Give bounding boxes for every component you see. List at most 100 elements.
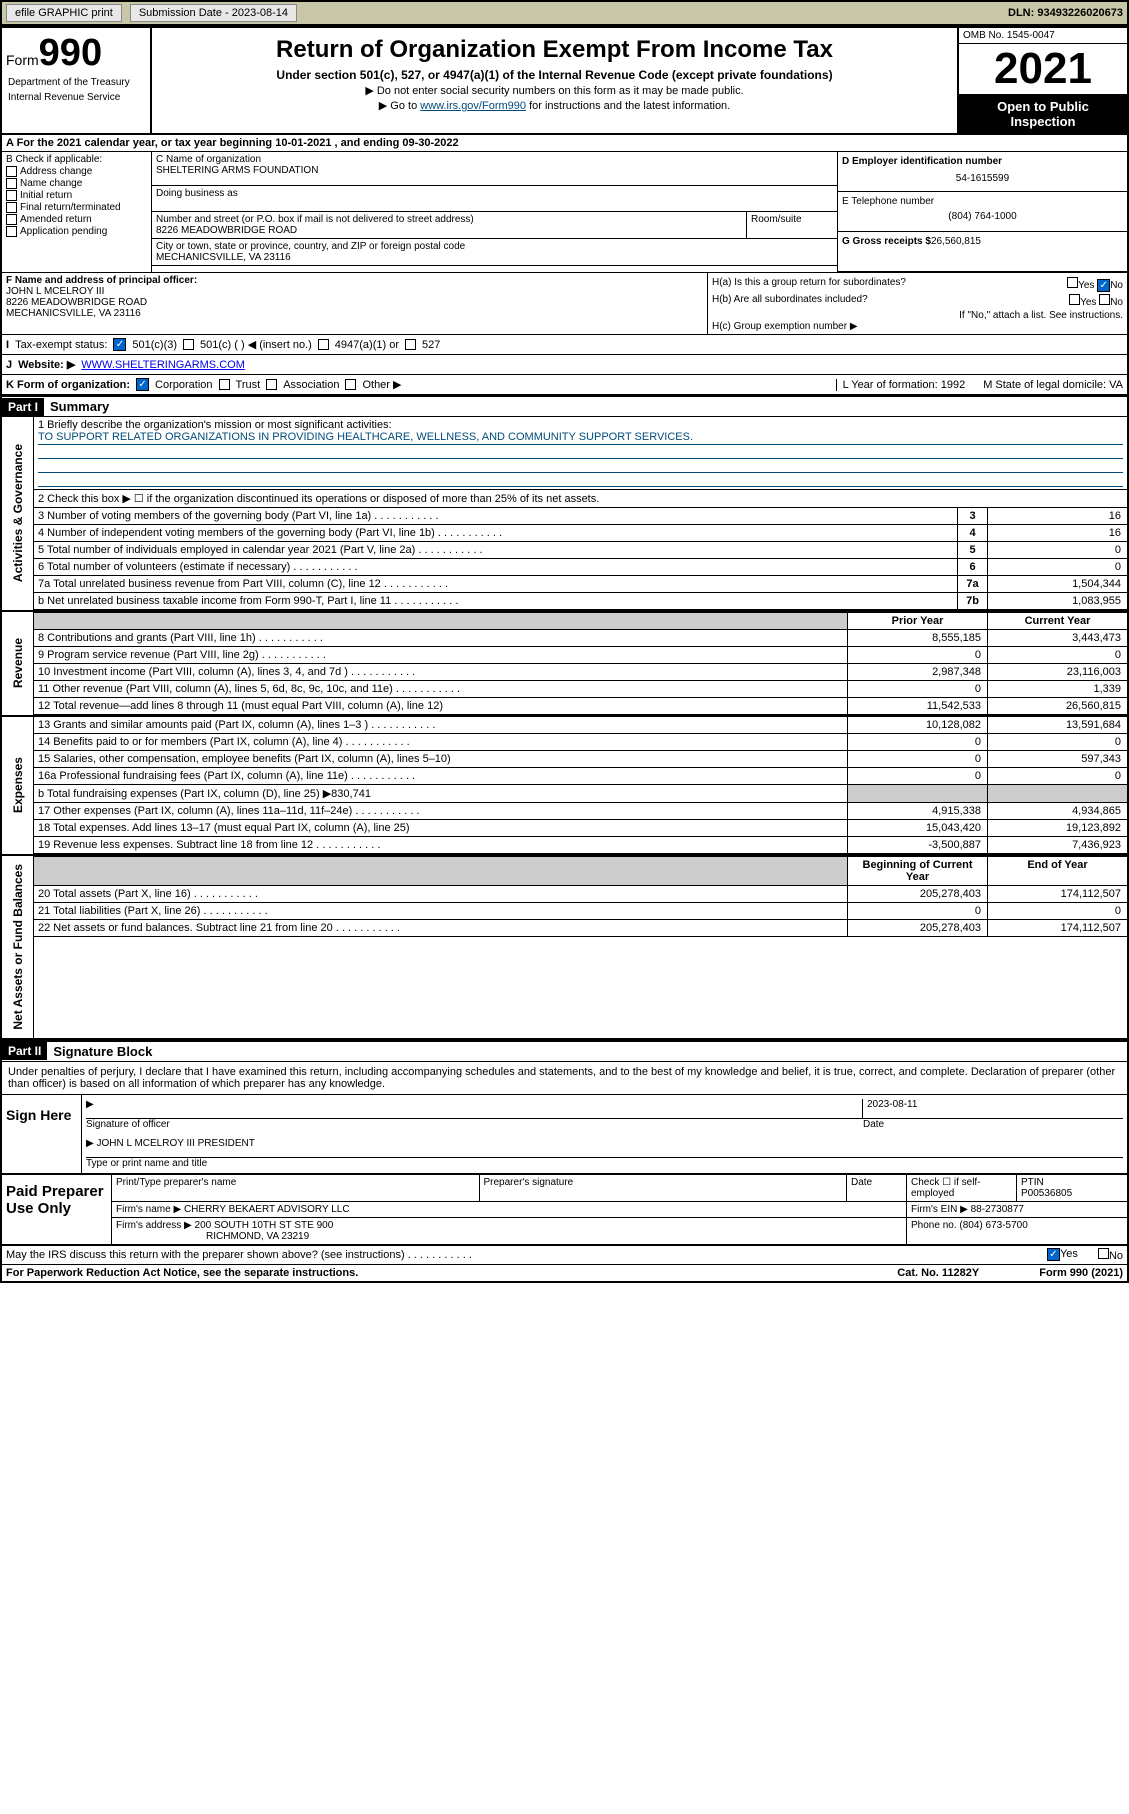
efile-print-button[interactable]: efile GRAPHIC print bbox=[6, 4, 122, 22]
website-link[interactable]: WWW.SHELTERINGARMS.COM bbox=[81, 359, 245, 371]
lbl-501c3: 501(c)(3) bbox=[132, 339, 177, 351]
note-link: ▶ Go to www.irs.gov/Form990 for instruct… bbox=[160, 99, 949, 112]
lbl-app: Application pending bbox=[20, 226, 107, 237]
mission-blank3 bbox=[38, 473, 1123, 487]
c18: 19,123,892 bbox=[987, 820, 1127, 836]
sig-name-line: ▶ JOHN L MCELROY III PRESIDENT bbox=[86, 1138, 1123, 1157]
chk-final[interactable] bbox=[6, 202, 17, 213]
chk-501c[interactable] bbox=[183, 339, 194, 350]
e20: 174,112,507 bbox=[987, 886, 1127, 902]
website-row: J Website: ▶ WWW.SHELTERINGARMS.COM bbox=[2, 355, 1127, 375]
mission-q: 1 Briefly describe the organization's mi… bbox=[38, 419, 1123, 431]
status-label: Tax-exempt status: bbox=[15, 339, 107, 351]
p8: 8,555,185 bbox=[847, 630, 987, 646]
p19: -3,500,887 bbox=[847, 837, 987, 853]
ha-yes[interactable] bbox=[1067, 277, 1078, 288]
p14: 0 bbox=[847, 734, 987, 750]
dept-label: Department of the Treasury bbox=[6, 75, 146, 90]
q8: 8 Contributions and grants (Part VIII, l… bbox=[34, 630, 847, 646]
hdr-end: End of Year bbox=[987, 857, 1127, 885]
j-label: J bbox=[6, 359, 12, 371]
k-label: K Form of organization: bbox=[6, 379, 130, 391]
chk-amend[interactable] bbox=[6, 214, 17, 225]
header-center: Return of Organization Exempt From Incom… bbox=[152, 28, 957, 133]
dln-label: DLN: 93493226020673 bbox=[1008, 7, 1123, 19]
hb-label: H(b) Are all subordinates included? bbox=[712, 294, 868, 308]
chk-trust[interactable] bbox=[219, 379, 230, 390]
prep-name-label: Print/Type preparer's name bbox=[112, 1175, 480, 1201]
e21: 0 bbox=[987, 903, 1127, 919]
firm-addr2: RICHMOND, VA 23219 bbox=[206, 1231, 309, 1242]
tel-box: E Telephone number (804) 764-1000 bbox=[838, 192, 1127, 232]
e22: 174,112,507 bbox=[987, 920, 1127, 936]
part2-hdr: Part II bbox=[2, 1042, 47, 1060]
vtab-gov-label: Activities & Governance bbox=[11, 436, 25, 590]
lbl-amend: Amended return bbox=[20, 214, 92, 225]
part1-title: Summary bbox=[44, 397, 115, 416]
v6: 0 bbox=[987, 559, 1127, 575]
hb-yes[interactable] bbox=[1069, 294, 1080, 305]
q16b: b Total fundraising expenses (Part IX, c… bbox=[34, 785, 847, 802]
org-name-box: C Name of organization SHELTERING ARMS F… bbox=[152, 152, 837, 186]
hb-yes-lbl: Yes bbox=[1080, 297, 1096, 308]
ein-value: 54-1615599 bbox=[842, 173, 1123, 184]
chk-501c3[interactable]: ✓ bbox=[113, 338, 126, 351]
street-label: Number and street (or P.O. box if mail i… bbox=[156, 214, 742, 225]
preparer-section: Paid Preparer Use Only Print/Type prepar… bbox=[2, 1173, 1127, 1246]
vtab-governance: Activities & Governance bbox=[2, 417, 34, 610]
chk-app[interactable] bbox=[6, 226, 17, 237]
ptin-value: P00536805 bbox=[1021, 1188, 1072, 1199]
discuss-yes[interactable]: ✓ bbox=[1047, 1248, 1060, 1261]
hb-no[interactable] bbox=[1099, 294, 1110, 305]
ha-no[interactable]: ✓ bbox=[1097, 279, 1110, 292]
chk-527[interactable] bbox=[405, 339, 416, 350]
sig-name: JOHN L MCELROY III PRESIDENT bbox=[96, 1138, 254, 1149]
chk-4947[interactable] bbox=[318, 339, 329, 350]
form-prefix: Form bbox=[6, 52, 39, 68]
mission-blank2 bbox=[38, 459, 1123, 473]
c8: 3,443,473 bbox=[987, 630, 1127, 646]
lbl-name: Name change bbox=[20, 178, 82, 189]
open-inspection: Open to Public Inspection bbox=[959, 95, 1127, 133]
tax-year: 2021 bbox=[959, 44, 1127, 95]
discuss-no[interactable] bbox=[1098, 1248, 1109, 1259]
lbl-final: Final return/terminated bbox=[20, 202, 121, 213]
sig-fields: ▶ 2023-08-11 Signature of officerDate ▶ … bbox=[82, 1095, 1127, 1173]
ha-label: H(a) Is this a group return for subordin… bbox=[712, 277, 906, 292]
p9: 0 bbox=[847, 647, 987, 663]
city-box: City or town, state or province, country… bbox=[152, 239, 837, 266]
instructions-link[interactable]: www.irs.gov/Form990 bbox=[420, 100, 526, 112]
sig-date: 2023-08-11 bbox=[863, 1099, 1123, 1118]
col-b: B Check if applicable: Address change Na… bbox=[2, 152, 152, 272]
phone-value: (804) 673-5700 bbox=[959, 1220, 1027, 1231]
hdr-current: Current Year bbox=[987, 613, 1127, 629]
b22: 205,278,403 bbox=[847, 920, 987, 936]
c12: 26,560,815 bbox=[987, 698, 1127, 714]
chk-other[interactable] bbox=[345, 379, 356, 390]
period-mid: , and ending bbox=[331, 137, 402, 149]
q7a: 7a Total unrelated business revenue from… bbox=[34, 576, 957, 592]
ptin-label: PTIN bbox=[1021, 1177, 1044, 1188]
q4: 4 Number of independent voting members o… bbox=[34, 525, 957, 541]
chk-addr[interactable] bbox=[6, 166, 17, 177]
b20: 205,278,403 bbox=[847, 886, 987, 902]
part2-bar: Part II Signature Block bbox=[2, 1040, 1127, 1062]
p17: 4,915,338 bbox=[847, 803, 987, 819]
v7a: 1,504,344 bbox=[987, 576, 1127, 592]
chk-corp[interactable]: ✓ bbox=[136, 378, 149, 391]
mission-blank1 bbox=[38, 445, 1123, 459]
chk-assoc[interactable] bbox=[266, 379, 277, 390]
irs-label: Internal Revenue Service bbox=[6, 90, 146, 105]
discuss-row: May the IRS discuss this return with the… bbox=[2, 1246, 1127, 1264]
submission-date-button[interactable]: Submission Date - 2023-08-14 bbox=[130, 4, 297, 22]
part1-hdr: Part I bbox=[2, 398, 44, 416]
chk-init[interactable] bbox=[6, 190, 17, 201]
chk-name[interactable] bbox=[6, 178, 17, 189]
gross-box: G Gross receipts $26,560,815 bbox=[838, 232, 1127, 272]
c13: 13,591,684 bbox=[987, 717, 1127, 733]
n7a: 7a bbox=[957, 576, 987, 592]
form-title: Return of Organization Exempt From Incom… bbox=[160, 36, 949, 64]
room-box: Room/suite bbox=[747, 212, 837, 238]
vtab-revenue: Revenue bbox=[2, 612, 34, 715]
q12: 12 Total revenue—add lines 8 through 11 … bbox=[34, 698, 847, 714]
